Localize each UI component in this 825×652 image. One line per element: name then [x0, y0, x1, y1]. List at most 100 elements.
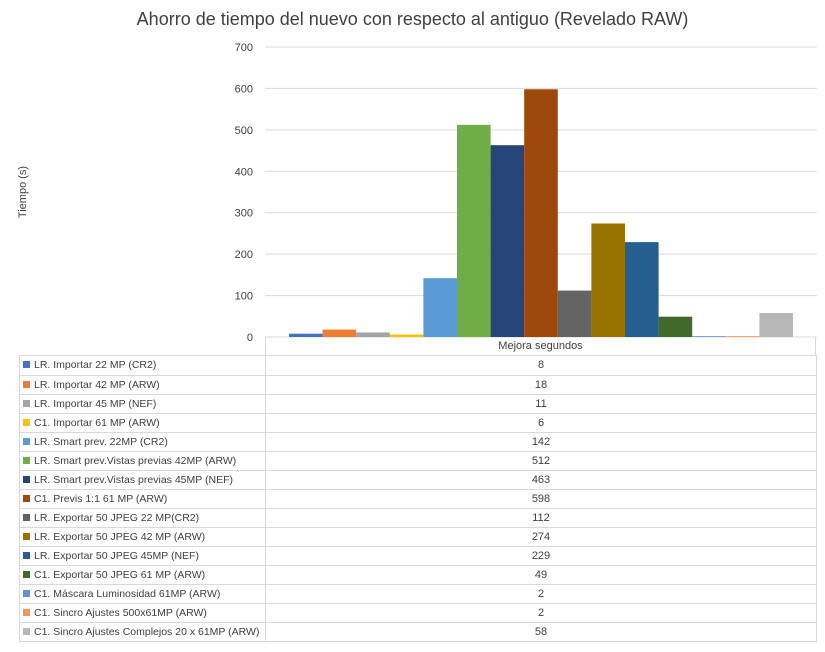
- data-value: 112: [532, 512, 550, 524]
- chart-title: Ahorro de tiempo del nuevo con respecto …: [136, 9, 689, 29]
- bars: [289, 89, 793, 337]
- legend-key: [23, 456, 30, 464]
- data-value: 142: [531, 436, 551, 448]
- legend-key: [23, 551, 30, 559]
- y-tick-label: 300: [235, 208, 253, 220]
- legend-key: [23, 399, 30, 407]
- table-row: LR. Exportar 50 JPEG 22 MP(CR2) 112: [20, 508, 816, 527]
- legend-key: [23, 608, 30, 616]
- legend-key: [23, 589, 30, 597]
- series-label-cell: C1. Sincro Ajustes Complejos 20 x 61MP (…: [20, 623, 266, 641]
- table-row: LR. Exportar 50 JPEG 42 MP (ARW) 274: [20, 527, 816, 546]
- series-label-cell: LR. Smart prev. 22MP (CR2): [20, 433, 266, 451]
- series-name: LR. Exportar 50 JPEG 42 MP (ARW): [34, 531, 206, 543]
- table-row: C1. Exportar 50 JPEG 61 MP (ARW) 49: [20, 565, 816, 584]
- y-tick-label: 200: [235, 249, 253, 261]
- data-value: 11: [535, 398, 547, 410]
- bar: [524, 89, 558, 337]
- bar: [322, 329, 357, 337]
- data-value: 463: [531, 474, 551, 486]
- table-row: C1. Sincro Ajustes Complejos 20 x 61MP (…: [20, 622, 816, 641]
- table-row: LR. Exportar 50 JPEG 45MP (NEF) 229: [20, 546, 816, 565]
- series-name: C1. Sincro Ajustes Complejos 20 x 61MP (…: [34, 626, 260, 638]
- table-row: C1. Máscara Luminosidad 61MP (ARW) 2: [20, 584, 816, 603]
- legend-key: [23, 360, 30, 368]
- series-label-cell: LR. Importar 42 MP (ARW): [20, 376, 266, 394]
- data-value: 229: [531, 550, 551, 562]
- data-value: 512: [531, 455, 551, 467]
- bar: [423, 278, 457, 337]
- bar: [356, 332, 390, 337]
- legend-key: [23, 532, 30, 540]
- legend-key: [23, 418, 30, 426]
- series-label-cell: LR. Importar 45 MP (NEF): [20, 395, 266, 413]
- data-value: 274: [531, 531, 551, 543]
- y-tick-label: 100: [235, 291, 253, 303]
- series-name: LR. Exportar 50 JPEG 45MP (NEF): [34, 550, 199, 562]
- bar: [725, 336, 760, 337]
- data-value: 598: [531, 493, 551, 505]
- series-name: LR. Smart prev. 22MP (CR2): [34, 436, 168, 448]
- table-row: C1. Sincro Ajustes 500x61MP (ARW) 2: [20, 603, 816, 622]
- table-row: LR. Smart prev.Vistas previas 45MP (NEF)…: [20, 470, 816, 489]
- data-value: 6: [537, 417, 545, 429]
- category-header: Mejora segundos: [265, 337, 816, 355]
- series-label-cell: LR. Exportar 50 JPEG 22 MP(CR2): [20, 509, 266, 527]
- bar: [591, 223, 625, 337]
- bar: [692, 336, 726, 337]
- bar: [289, 333, 323, 337]
- series-name: C1. Máscara Luminosidad 61MP (ARW): [34, 588, 221, 600]
- series-label-cell: C1. Exportar 50 JPEG 61 MP (ARW): [20, 566, 266, 584]
- series-name: C1. Importar 61 MP (ARW): [34, 417, 160, 429]
- table-row: LR. Importar 22 MP (CR2) 8: [20, 356, 816, 375]
- y-tick-labels: 0 100 200 300 400 500 600 700: [235, 42, 253, 344]
- series-name: C1. Previs 1:1 61 MP (ARW): [34, 493, 168, 505]
- series-label-cell: LR. Smart prev.Vistas previas 42MP (ARW): [20, 452, 266, 470]
- data-value: 2: [537, 607, 545, 619]
- y-tick-label: 0: [247, 332, 253, 344]
- table-row: C1. Previs 1:1 61 MP (ARW) 598: [20, 489, 816, 508]
- data-value: 2: [537, 588, 545, 600]
- bar: [490, 145, 525, 337]
- series-name: LR. Importar 45 MP (NEF): [34, 398, 157, 410]
- y-tick-label: 700: [235, 42, 253, 54]
- data-value: 8: [537, 359, 545, 371]
- y-tick-label: 500: [235, 125, 253, 137]
- y-tick-label: 400: [235, 166, 253, 178]
- data-value: 58: [534, 626, 548, 638]
- legend-key: [23, 627, 30, 635]
- legend-key: [23, 475, 30, 483]
- bar: [759, 312, 793, 337]
- series-name: LR. Smart prev.Vistas previas 45MP (NEF): [34, 474, 233, 486]
- series-label-cell: LR. Exportar 50 JPEG 42 MP (ARW): [20, 528, 266, 546]
- legend-key: [23, 494, 30, 502]
- series-name: LR. Importar 42 MP (ARW): [34, 379, 160, 391]
- series-label-cell: C1. Previs 1:1 61 MP (ARW): [20, 490, 266, 508]
- series-label-cell: C1. Máscara Luminosidad 61MP (ARW): [20, 585, 266, 603]
- series-label-cell: C1. Sincro Ajustes 500x61MP (ARW): [20, 604, 266, 622]
- table-row: LR. Importar 45 MP (NEF) 11: [20, 394, 816, 413]
- y-tick-label: 600: [235, 83, 253, 95]
- legend-key: [23, 513, 30, 521]
- data-table-rows: LR. Importar 22 MP (CR2) 8 LR. Importar 42…: [19, 355, 817, 642]
- table-row: LR. Importar 42 MP (ARW) 18: [20, 375, 816, 394]
- legend-key: [23, 437, 30, 445]
- bar: [457, 124, 491, 337]
- series-name: C1. Sincro Ajustes 500x61MP (ARW): [34, 607, 207, 619]
- bar: [557, 290, 592, 337]
- table-row: C1. Importar 61 MP (ARW) 6: [20, 413, 816, 432]
- series-name: C1. Exportar 50 JPEG 61 MP (ARW): [34, 569, 206, 581]
- series-name: LR. Importar 22 MP (CR2): [34, 359, 157, 371]
- series-label-cell: LR. Exportar 50 JPEG 45MP (NEF): [20, 547, 266, 565]
- table-row: LR. Smart prev. 22MP (CR2) 142: [20, 432, 816, 451]
- data-value: 18: [534, 379, 548, 391]
- legend-key: [23, 380, 30, 388]
- bar: [625, 242, 659, 337]
- bar: [658, 316, 693, 337]
- table-row: LR. Smart prev.Vistas previas 42MP (ARW)…: [20, 451, 816, 470]
- legend-key: [23, 570, 30, 578]
- series-label-cell: LR. Smart prev.Vistas previas 45MP (NEF): [20, 471, 266, 489]
- series-label-cell: C1. Importar 61 MP (ARW): [20, 414, 266, 432]
- series-name: LR. Smart prev.Vistas previas 42MP (ARW): [34, 455, 237, 467]
